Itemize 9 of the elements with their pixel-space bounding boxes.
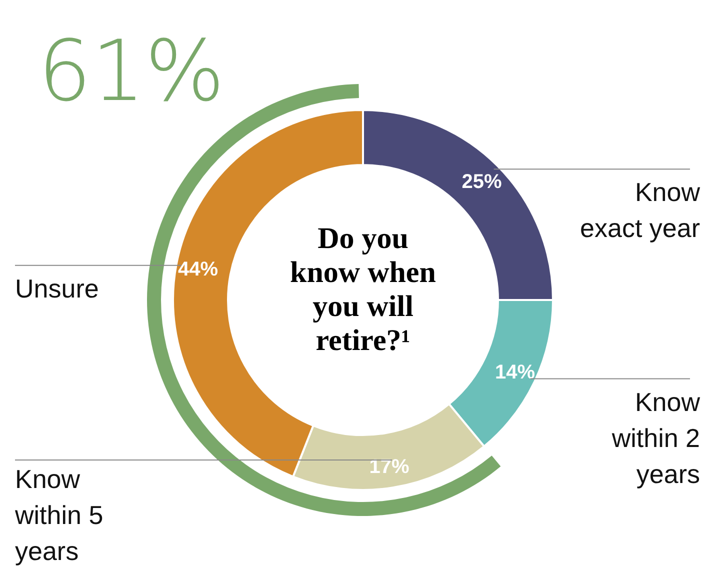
slice-label: Unsure: [15, 273, 99, 304]
slice-label: Know within 5 years: [14, 464, 104, 566]
data-label: 44%: [178, 258, 218, 281]
data-label: 25%: [462, 171, 502, 194]
text: 61%: [38, 22, 225, 120]
text: Do you know when you will retire?¹: [290, 222, 436, 357]
slice-label: Know within 2 years: [610, 386, 700, 489]
data-label: 14%: [494, 362, 536, 384]
slice-label: Know exact year: [580, 177, 700, 244]
